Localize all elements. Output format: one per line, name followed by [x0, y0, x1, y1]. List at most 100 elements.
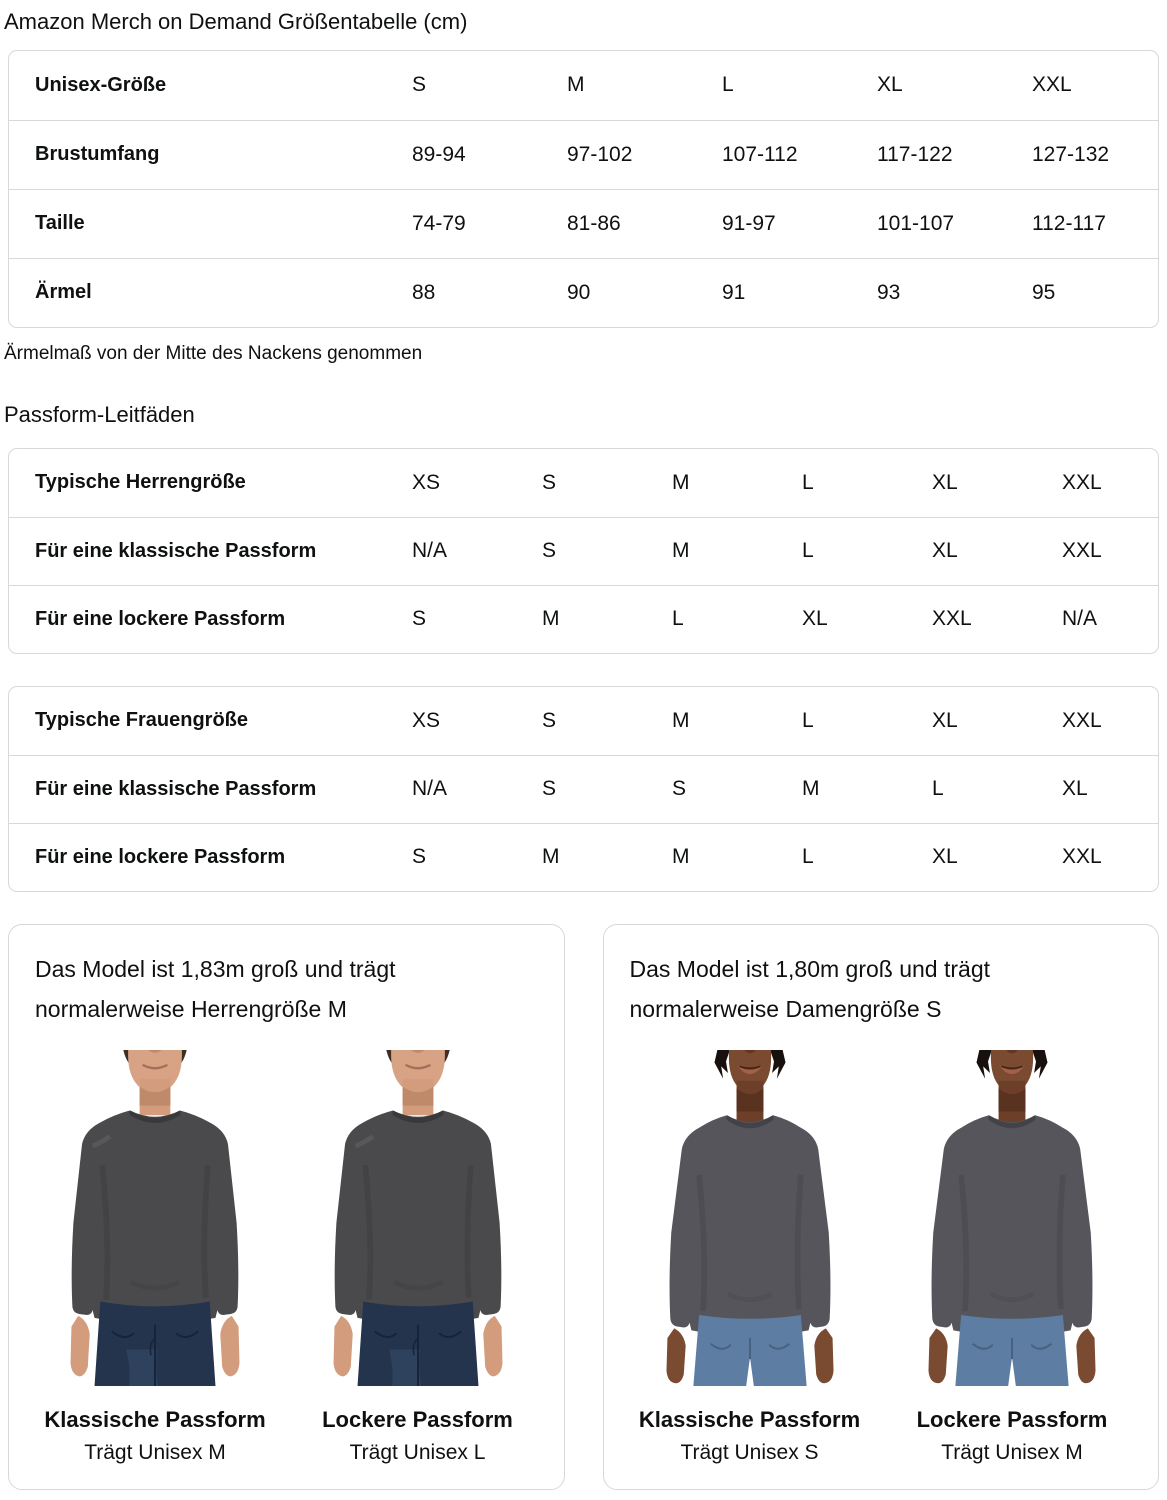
table-cell: 91: [722, 280, 746, 304]
row-label: Ärmel: [35, 281, 92, 304]
table-cell: M: [542, 845, 560, 869]
row-label: Für eine lockere Passform: [35, 607, 286, 630]
fit-label: Klassische Passform: [44, 1406, 266, 1432]
row-label: Unisex-Größe: [35, 73, 167, 96]
size-label: Trägt Unisex M: [84, 1440, 226, 1464]
size-label: Trägt Unisex M: [941, 1440, 1083, 1464]
fit-table-men: Typische Herrengröße XS S M L XL XXL Für…: [8, 447, 1159, 654]
table-cell: S: [412, 845, 427, 869]
table-cell: 97-102: [567, 142, 633, 166]
table-cell: XS: [412, 470, 441, 494]
figures: Klassische Passform Trägt Unisex S Locke…: [630, 1043, 1133, 1465]
table-cell: 88: [412, 280, 436, 304]
table-row: Für eine lockere Passform S M M L XL XXL: [9, 822, 1158, 891]
model-photo-female-classic: [630, 1043, 870, 1393]
table-row: Unisex-Größe S M L XL XXL: [9, 51, 1158, 120]
row-label: Für eine klassische Passform: [35, 777, 317, 800]
table-cell: XL: [932, 539, 958, 563]
table-cell: N/A: [412, 777, 448, 801]
table-cell: N/A: [412, 539, 448, 563]
size-label: Trägt Unisex L: [349, 1440, 486, 1464]
table-cell: 74-79: [412, 211, 466, 235]
table-cell: S: [542, 539, 557, 563]
table-cell: XL: [802, 607, 828, 631]
model-photo-female-loose: [892, 1043, 1132, 1393]
row-label: Typische Frauengröße: [35, 709, 249, 732]
table-cell: L: [932, 777, 944, 801]
table-cell: XXL: [1062, 539, 1102, 563]
table-cell: M: [672, 845, 690, 869]
figure-loose-fit: Lockere Passform Trägt Unisex M: [892, 1043, 1132, 1465]
card-heading: Das Model ist 1,83m groß und trägt norma…: [35, 955, 396, 1022]
table-row: Taille 74-79 81-86 91-97 101-107 112-117: [9, 188, 1158, 258]
table-cell: 95: [1032, 280, 1056, 304]
page-title: Amazon Merch on Demand Größentabelle (cm…: [4, 9, 468, 34]
figure-loose-fit: Lockere Passform Trägt Unisex L: [298, 1043, 538, 1465]
table-cell: M: [672, 539, 690, 563]
table-cell: 117-122: [877, 142, 953, 166]
table-cell: XS: [412, 708, 441, 732]
figures: Klassische Passform Trägt Unisex M Locke…: [35, 1043, 538, 1465]
model-cards: Das Model ist 1,83m groß und trägt norma…: [8, 923, 1159, 1490]
fit-label: Lockere Passform: [916, 1406, 1108, 1432]
table-cell: XXL: [1062, 708, 1102, 732]
table-cell: XL: [1062, 777, 1088, 801]
table-row: Typische Frauengröße XS S M L XL XXL: [9, 687, 1158, 755]
table-cell: M: [542, 607, 560, 631]
figure-classic-fit: Klassische Passform Trägt Unisex M: [35, 1043, 275, 1465]
table-row: Für eine klassische Passform N/A S S M L…: [9, 754, 1158, 823]
table-cell: S: [412, 607, 427, 631]
row-label: Typische Herrengröße: [35, 471, 246, 494]
table-cell: 107-112: [722, 142, 798, 166]
fit-label: Klassische Passform: [638, 1406, 861, 1432]
table-cell: S: [672, 777, 687, 801]
table-cell: L: [802, 470, 814, 494]
table-cell: M: [672, 470, 690, 494]
figure-classic-fit: Klassische Passform Trägt Unisex S: [630, 1043, 870, 1465]
model-card-men: Das Model ist 1,83m groß und trägt norma…: [8, 923, 565, 1490]
fit-table-women: Typische Frauengröße XS S M L XL XXL Für…: [8, 685, 1159, 892]
table-row: Ärmel 88 90 91 93 95: [9, 257, 1158, 327]
row-label: Für eine lockere Passform: [35, 845, 286, 868]
table-cell: L: [722, 73, 734, 97]
size-label: Trägt Unisex S: [680, 1440, 819, 1464]
table-row: Für eine klassische Passform N/A S M L X…: [9, 516, 1158, 585]
table-cell: M: [802, 777, 820, 801]
table-cell: M: [567, 73, 585, 97]
table-cell: XL: [877, 73, 903, 97]
fit-label: Lockere Passform: [322, 1406, 513, 1432]
row-label: Für eine klassische Passform: [35, 539, 317, 562]
card-heading: Das Model ist 1,80m groß und trägt norma…: [629, 955, 991, 1022]
table-cell: 91-97: [722, 211, 776, 235]
table-row: Brustumfang 89-94 97-102 107-112 117-122…: [9, 119, 1158, 189]
table-cell: 127-132: [1032, 142, 1110, 166]
model-card-women: Das Model ist 1,80m groß und trägt norma…: [602, 923, 1159, 1490]
table-cell: XXL: [1062, 470, 1102, 494]
model-photo-male-classic: [35, 1043, 275, 1393]
table-cell: 101-107: [877, 211, 955, 235]
row-label: Taille: [35, 212, 85, 235]
table-cell: S: [542, 470, 557, 494]
table-cell: 89-94: [412, 142, 466, 166]
table-row: Für eine lockere Passform S M L XL XXL N…: [9, 584, 1158, 653]
table-cell: XL: [932, 470, 958, 494]
size-table: Unisex-Größe S M L XL XXL Brustumfang 89…: [8, 49, 1159, 328]
table-cell: S: [542, 708, 557, 732]
table-cell: 112-117: [1032, 211, 1106, 235]
table-cell: XL: [932, 845, 958, 869]
table-cell: L: [672, 607, 684, 631]
table-cell: N/A: [1062, 607, 1098, 631]
row-label: Brustumfang: [35, 143, 160, 166]
table-cell: L: [802, 708, 814, 732]
table-cell: XXL: [1032, 73, 1072, 97]
table-cell: L: [802, 539, 814, 563]
table-cell: XXL: [1062, 845, 1102, 869]
table-cell: S: [412, 73, 427, 97]
table-row: Typische Herrengröße XS S M L XL XXL: [9, 449, 1158, 517]
table-cell: M: [672, 708, 690, 732]
table-cell: S: [542, 777, 557, 801]
section-heading: Passform-Leitfäden: [4, 401, 195, 427]
table-cell: 81-86: [567, 211, 621, 235]
table-cell: 93: [877, 280, 901, 304]
model-photo-male-loose: [298, 1043, 538, 1393]
